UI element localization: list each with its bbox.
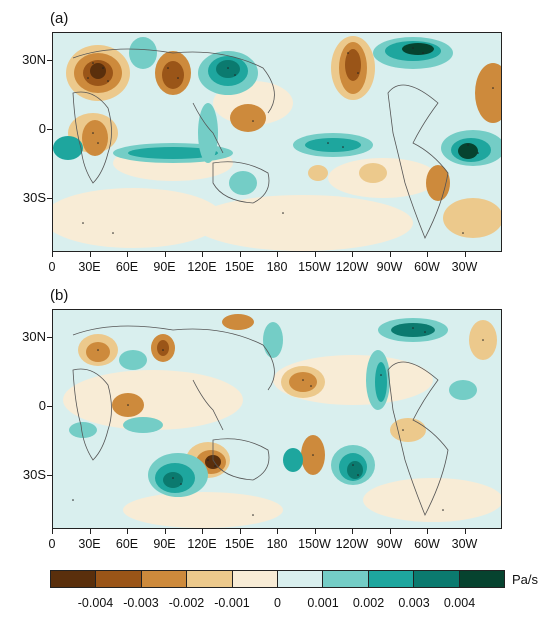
colorbar-swatch (232, 571, 279, 587)
lon-label: 0 (48, 537, 56, 551)
lat-label: 30N (22, 329, 46, 344)
panel-a-label: (a) (50, 10, 69, 27)
lon-label: 180 (266, 537, 288, 551)
lon-tick (314, 252, 316, 257)
panel-a-map (52, 32, 502, 252)
lon-label: 60W (414, 537, 440, 551)
colorbar-swatch (96, 571, 142, 587)
lon-tick (164, 252, 166, 257)
lon-label: 60E (115, 260, 139, 274)
colorbar-swatch (51, 571, 97, 587)
lon-tick (464, 252, 466, 257)
lon-tick (277, 529, 278, 534)
lon-tick (314, 529, 316, 534)
colorbar-tick-label: 0.001 (307, 596, 339, 610)
colorbar-swatch (459, 571, 505, 587)
panel-b-label: (b) (50, 287, 69, 304)
colorbar-tick-label: 0.002 (352, 596, 385, 610)
colorbar-tick-label: 0.004 (443, 596, 476, 610)
lon-tick (277, 252, 278, 257)
colorbar-tick-label: 0 (274, 596, 281, 610)
lon-label: 120W (335, 537, 369, 551)
lon-tick (164, 529, 166, 534)
lon-tick (389, 252, 391, 257)
colorbar-swatch (187, 571, 233, 587)
lat-tick (47, 198, 52, 199)
lon-label: 90W (376, 537, 403, 551)
lon-label: 90E (153, 537, 176, 551)
lat-label: 0 (38, 398, 46, 413)
lon-label: 120E (187, 537, 217, 551)
lon-label: 60W (414, 260, 440, 274)
lon-tick (427, 529, 428, 534)
lon-label: 30W (451, 260, 478, 274)
lon-label: 150E (224, 260, 255, 274)
lon-tick (52, 252, 53, 257)
lon-label: 90W (376, 260, 403, 274)
colorbar-tick-label: -0.001 (214, 596, 250, 610)
lat-tick (47, 129, 52, 130)
lat-tick (47, 475, 52, 476)
panel-b-map (52, 309, 502, 529)
colorbar-tick-label: -0.003 (123, 596, 159, 610)
lon-label: 150W (298, 537, 331, 551)
colorbar-swatch (141, 571, 188, 587)
lon-tick (389, 529, 391, 534)
lon-tick (52, 529, 53, 534)
lon-tick (239, 252, 241, 257)
colorbar-swatch (323, 571, 369, 587)
lon-label: 90E (153, 260, 176, 274)
lon-label: 30E (78, 537, 101, 551)
lat-tick (47, 60, 52, 61)
lon-tick (127, 252, 128, 257)
lon-tick (427, 252, 428, 257)
lon-label: 120E (187, 260, 217, 274)
lon-label: 150E (224, 537, 255, 551)
lat-label: 30S (22, 467, 46, 482)
colorbar-swatch (414, 571, 460, 587)
lon-tick (464, 529, 466, 534)
lon-label: 120W (335, 260, 369, 274)
lon-label: 30E (78, 260, 101, 274)
lon-tick (89, 529, 91, 534)
lat-tick (47, 337, 52, 338)
lon-label: 150W (298, 260, 331, 274)
lon-label: 60E (115, 537, 139, 551)
lon-label: 30W (451, 537, 478, 551)
lon-tick (202, 529, 203, 534)
colorbar-swatch (368, 571, 415, 587)
colorbar-swatch (278, 571, 324, 587)
lat-label: 30S (22, 190, 46, 205)
colorbar-tick-label: 0.003 (398, 596, 430, 610)
colorbar (50, 570, 505, 588)
lon-tick (127, 529, 128, 534)
lon-tick (352, 529, 353, 534)
lon-tick (89, 252, 91, 257)
colorbar-tick-label: -0.002 (168, 596, 205, 610)
lon-tick (239, 529, 241, 534)
lon-label: 0 (48, 260, 56, 274)
lat-label: 30N (22, 52, 46, 67)
lon-tick (202, 252, 203, 257)
lat-label: 0 (38, 121, 46, 136)
lon-label: 180 (266, 260, 288, 274)
lon-tick (352, 252, 353, 257)
colorbar-unit: Pa/s (512, 572, 539, 587)
colorbar-tick-label: -0.004 (77, 596, 114, 610)
lat-tick (47, 406, 52, 407)
